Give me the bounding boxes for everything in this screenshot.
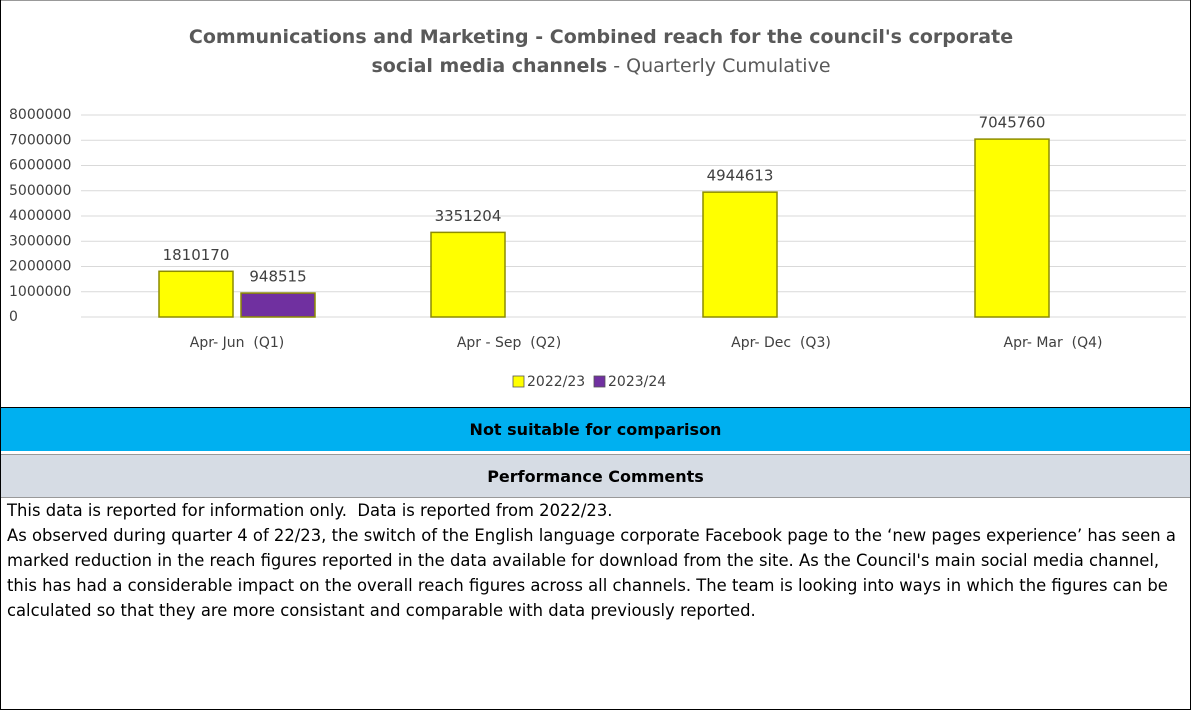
data-label: 1810170 [163,246,230,264]
comment-paragraph: This data is reported for information on… [7,501,613,520]
section-header: Performance Comments [1,454,1190,498]
data-label: 7045760 [979,114,1046,132]
comparison-banner: Not suitable for comparison [1,408,1190,453]
bar [240,292,316,318]
y-tick-label: 6000000 [9,158,71,174]
bar [158,270,234,318]
x-tick-label: Apr- Jun (Q1) [190,335,284,351]
legend-swatch [593,375,606,388]
legend-label: 2022/23 [527,374,585,390]
bar [974,138,1050,318]
y-tick-label: 1000000 [9,284,71,300]
y-tick-label: 2000000 [9,259,71,275]
data-label: 948515 [249,268,306,286]
legend-swatch [512,375,525,388]
legend-label: 2023/24 [608,374,666,390]
chart-title-block: Communications and Marketing - Combined … [161,23,1041,81]
chart-subtitle: - Quarterly Cumulative [613,55,831,77]
chart-title: Communications and Marketing - Combined … [188,26,1014,77]
y-tick-label: 5000000 [9,183,71,199]
chart: 0 1000000 2000000 3000000 4000000 5000000 6000… [9,107,1186,390]
x-tick-label: Apr - Sep (Q2) [457,335,561,351]
data-label: 3351204 [435,207,502,225]
y-tick-label: 4000000 [9,208,71,224]
y-tick-label: 8000000 [9,107,71,123]
x-tick-label: Apr- Dec (Q3) [731,335,831,351]
chart-area: Communications and Marketing - Combined … [1,0,1190,409]
bar [702,191,778,318]
comment-paragraph: As observed during quarter 4 of 22/23, t… [7,526,1182,620]
y-tick-label: 3000000 [9,233,71,249]
data-label: 4944613 [707,167,774,185]
comments: This data is reported for information on… [7,498,1187,623]
x-tick-label: Apr- Mar (Q4) [1004,335,1103,351]
y-tick-label: 7000000 [9,132,71,148]
y-tick-label: 0 [9,309,18,325]
bar [430,231,506,318]
